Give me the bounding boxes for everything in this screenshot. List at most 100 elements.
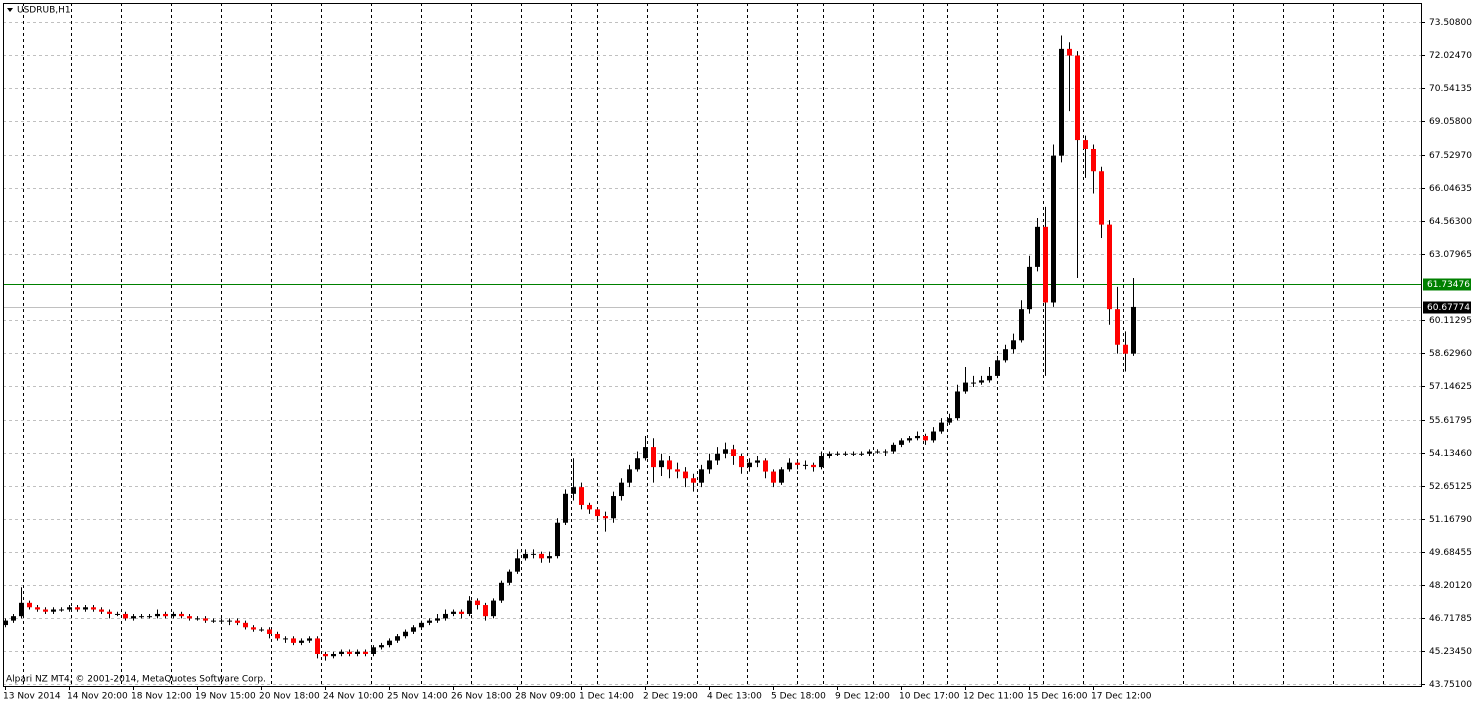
candle-body [955,391,960,419]
y-tick-label: 46.71785 [1429,614,1472,624]
x-tick-label: 5 Dec 18:00 [771,692,826,702]
candle-body [27,602,32,608]
candle-body [1067,48,1072,56]
x-tick-label: 4 Dec 13:00 [707,692,762,702]
candle-body [67,607,72,610]
y-tick-label: 48.20120 [1429,581,1472,591]
candle-body [1107,224,1112,310]
y-tick-label: 54.13460 [1429,449,1472,459]
x-tick-label: 28 Nov 09:00 [515,692,576,702]
candle-body [427,620,432,623]
y-tick-label: 58.62960 [1429,349,1472,359]
candle-body [379,645,384,648]
candle-body [147,616,152,618]
candle-body [875,451,880,453]
candle-body [571,487,576,494]
candle-body [467,600,472,614]
chart-title: USDRUB,H1 [17,6,71,16]
x-tick-label: 9 Dec 12:00 [835,692,890,702]
candle-body [843,453,848,455]
candle-body [107,611,112,614]
candle-body [1075,55,1080,141]
candle-body [531,553,536,555]
candle-body [1115,309,1120,345]
x-tick-label: 25 Nov 14:00 [387,692,448,702]
candle-body [483,605,488,617]
candle-body [643,447,648,459]
candle-body [171,613,176,617]
candle-body [947,418,952,423]
candle-body [1123,344,1128,354]
candle-body [35,607,40,610]
candle-body [59,609,64,611]
candle-body [1003,349,1008,361]
y-tick-label: 66.04635 [1429,184,1472,194]
candle-body [899,440,904,445]
candle-body [307,638,312,641]
candle-body [339,651,344,654]
candle-body [251,627,256,630]
candle-body [363,651,368,654]
candle-body [987,375,992,381]
y-tick-label: 57.14625 [1429,382,1472,392]
candle-body [659,460,664,468]
y-tick-label: 73.50800 [1429,18,1472,28]
candle-body [403,631,408,637]
candle-body [1083,140,1088,149]
price-level-box [1423,301,1471,314]
menu-triangle[interactable] [7,8,13,12]
candle-body [579,487,584,505]
x-tick-label: 18 Nov 12:00 [131,692,192,702]
candle-body [731,449,736,456]
candle-body [83,607,88,610]
x-tick-label: 12 Dec 11:00 [963,692,1024,702]
candle-body [747,462,752,468]
candle-body [523,553,528,559]
plot-border [3,3,1422,687]
candle-body [819,455,824,468]
candles [3,35,1136,661]
candle-body [211,620,216,622]
candle-body [355,651,360,654]
candle-body [3,620,8,626]
candle-body [683,471,688,479]
candle-body [1011,340,1016,350]
candle-body [291,638,296,643]
candle-body [803,464,808,466]
candle-body [883,451,888,453]
candle-body [755,460,760,463]
candle-body [699,469,704,483]
candle-body [515,558,520,572]
x-tick-label: 20 Nov 18:00 [259,692,320,702]
candle-body [411,627,416,632]
candle-body [1027,266,1032,310]
candle-body [827,453,832,456]
y-tick-label: 70.54135 [1429,84,1472,94]
candle-body [91,607,96,610]
y-tick-label: 55.61795 [1429,416,1472,426]
candle-body [443,613,448,619]
price-level-box [1423,278,1471,291]
candle-body [971,382,976,384]
candle-body [787,462,792,470]
candle-body [395,636,400,641]
price-level-label: 61.73476 [1427,280,1470,290]
x-tick-label: 19 Nov 15:00 [195,692,256,702]
candle-body [475,600,480,606]
candle-body [547,556,552,559]
candle-body [347,651,352,654]
candle-body [507,571,512,583]
candle-body [459,611,464,614]
candle-body [1035,226,1040,267]
candle-body [555,522,560,557]
candle-body [715,453,720,461]
candle-body [675,469,680,472]
y-tick-label: 69.05800 [1429,117,1472,127]
x-tick-label: 24 Nov 10:00 [323,692,384,702]
x-tick-label: 14 Nov 20:00 [67,692,128,702]
candle-body [1099,171,1104,225]
candle-body [619,482,624,497]
